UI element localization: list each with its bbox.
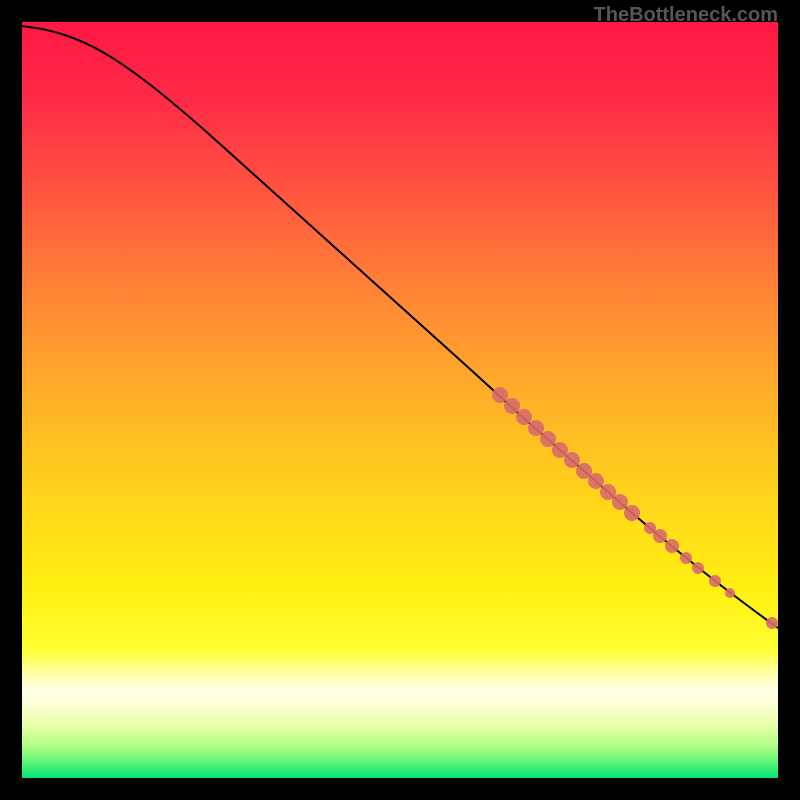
data-marker bbox=[624, 505, 640, 521]
data-marker bbox=[564, 452, 580, 468]
data-marker bbox=[492, 387, 508, 403]
data-marker bbox=[516, 409, 532, 425]
watermark-text: TheBottleneck.com bbox=[594, 4, 778, 27]
data-marker bbox=[680, 552, 692, 564]
data-marker bbox=[528, 420, 544, 436]
data-marker bbox=[588, 473, 604, 489]
data-marker bbox=[653, 529, 667, 543]
data-marker bbox=[612, 494, 628, 510]
data-marker bbox=[766, 617, 778, 629]
data-marker bbox=[692, 562, 704, 574]
data-marker bbox=[665, 539, 679, 553]
data-marker bbox=[504, 398, 520, 414]
data-marker bbox=[709, 575, 721, 587]
gradient-background bbox=[22, 22, 778, 778]
data-marker bbox=[725, 588, 735, 598]
chart-svg bbox=[0, 0, 800, 800]
data-marker bbox=[540, 431, 556, 447]
